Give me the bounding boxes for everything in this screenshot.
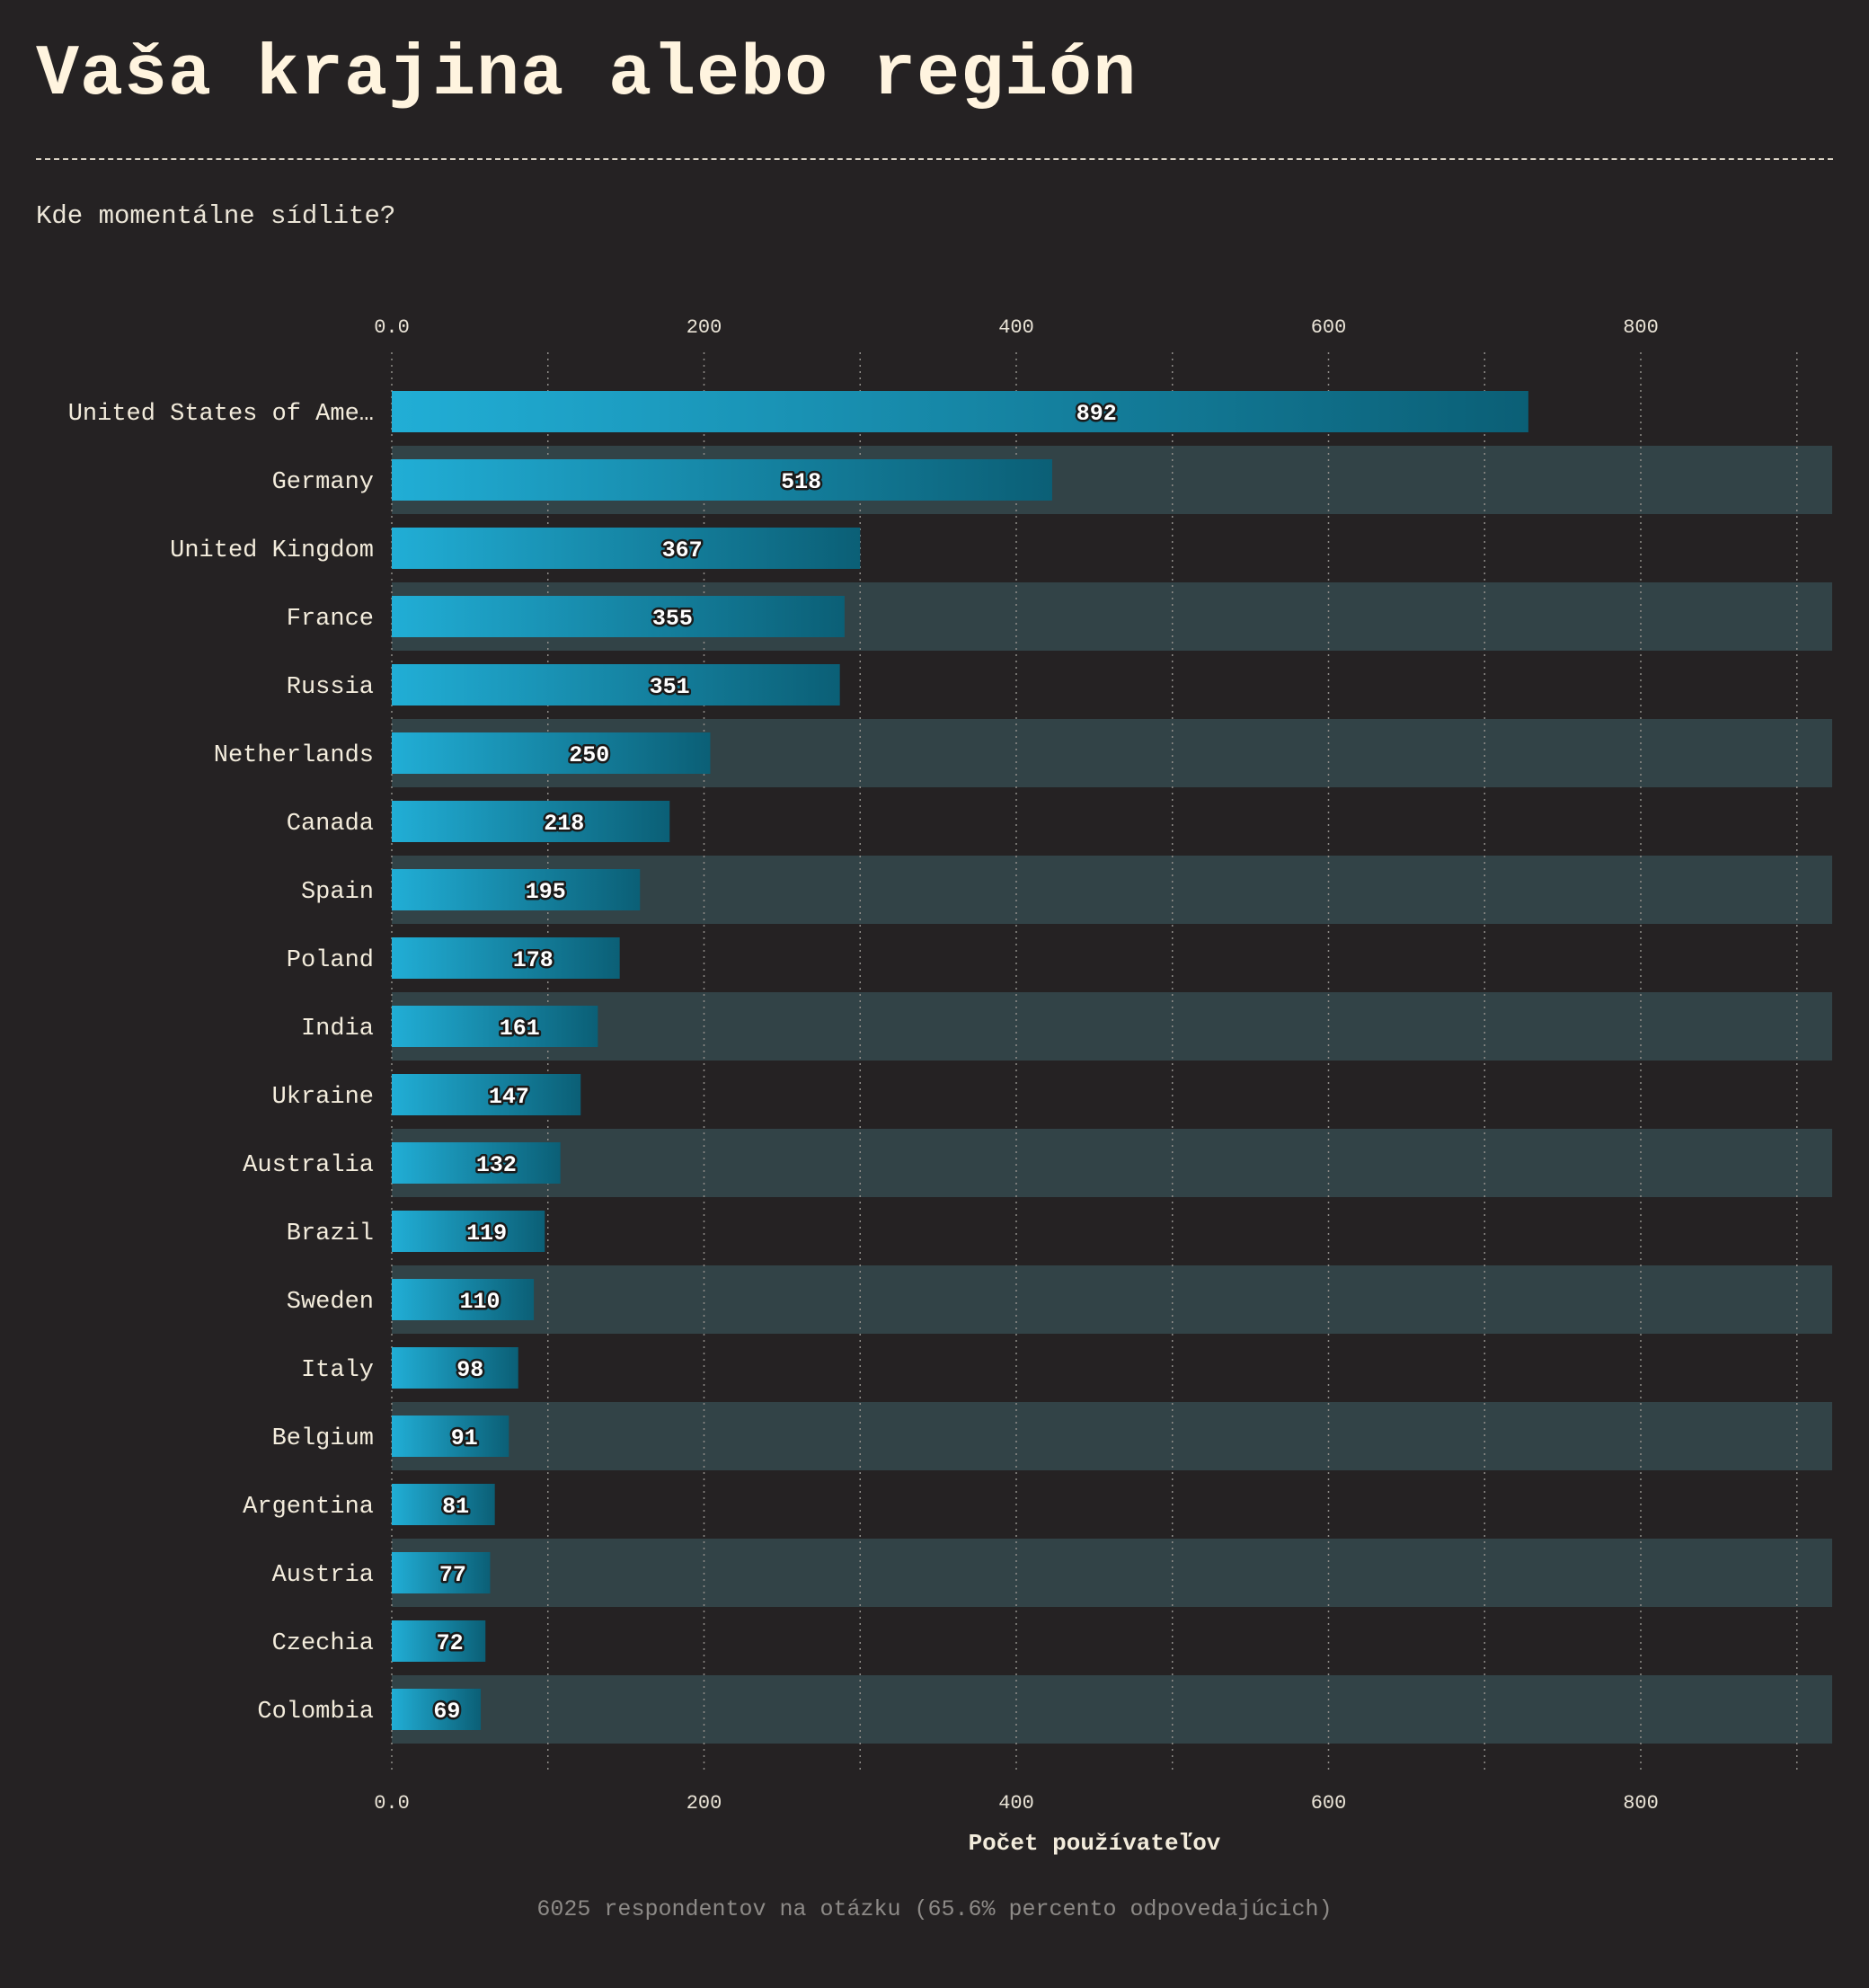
x-tick-label: 0.0 (374, 316, 410, 339)
bar (392, 937, 620, 979)
bar-value-label: 81 (442, 1494, 469, 1520)
bar-value-label: 518 (781, 469, 821, 495)
category-label: Argentina (243, 1494, 374, 1521)
bar (392, 1416, 509, 1457)
bar-value-label: 110 (460, 1289, 500, 1315)
bar-value-label: 91 (451, 1425, 478, 1451)
bar (392, 664, 840, 706)
bar (392, 391, 1528, 432)
bar (392, 869, 641, 910)
bar (392, 732, 711, 774)
x-tick-label: 400 (998, 316, 1034, 339)
bar (392, 1279, 535, 1320)
x-tick-label: 800 (1623, 316, 1659, 339)
bar-value-label: 178 (513, 947, 554, 973)
x-tick-label: 0.0 (374, 1792, 410, 1815)
category-label: United States of Ame… (68, 401, 374, 428)
bar-value-label: 351 (650, 674, 690, 700)
bar-value-label: 250 (569, 742, 609, 768)
bar (392, 596, 845, 637)
category-label: Brazil (287, 1220, 374, 1247)
bar-value-label: 161 (500, 1016, 540, 1042)
bar-value-label: 98 (456, 1357, 483, 1383)
bar-value-label: 147 (489, 1084, 529, 1110)
x-axis-label: Počet používateľov (969, 1830, 1221, 1857)
category-label: Netherlands (214, 742, 374, 769)
x-axis-top: 0.0 200 400 600 800 (374, 316, 1659, 339)
row-stripe (392, 1402, 1832, 1470)
bar (392, 1689, 482, 1730)
category-label: Belgium (272, 1425, 374, 1452)
chart-title: Vaša krajina alebo región (36, 34, 1138, 116)
category-label: United Kingdom (170, 537, 374, 564)
category-label: Sweden (287, 1289, 374, 1316)
category-label: Ukraine (272, 1084, 374, 1111)
category-labels: United States of Ame… Germany United Kingd… (68, 401, 374, 1726)
bar-value-label: 132 (476, 1152, 517, 1178)
bar-value-label: 195 (526, 879, 566, 905)
category-label: Italy (301, 1357, 374, 1384)
bar-value-label: 69 (433, 1699, 460, 1725)
x-tick-label: 400 (998, 1792, 1034, 1815)
bar (392, 1552, 491, 1593)
bar (392, 528, 861, 569)
bar (392, 1484, 495, 1525)
bar (392, 1142, 561, 1184)
row-stripe (392, 992, 1832, 1061)
category-label: Austria (272, 1562, 374, 1589)
x-tick-label: 600 (1311, 316, 1347, 339)
category-label: Spain (301, 879, 374, 906)
title-divider (36, 158, 1833, 160)
bar-value-label: 119 (466, 1220, 507, 1247)
category-label: Czechia (272, 1630, 374, 1657)
bar (392, 801, 670, 842)
x-tick-label: 200 (686, 1792, 722, 1815)
category-label: France (287, 606, 374, 633)
bars: 892 518 367 355 351 250 218 195 178 161 147 132 119 1… (392, 391, 1528, 1730)
category-label: Australia (243, 1152, 374, 1179)
row-stripe (392, 1265, 1832, 1334)
x-axis-bottom: 0.0 200 400 600 800 (374, 1792, 1659, 1815)
x-tick-label: 800 (1623, 1792, 1659, 1815)
bar-value-label: 892 (1076, 401, 1117, 427)
response-note: 6025 respondentov na otázku (65.6% perce… (536, 1896, 1333, 1922)
x-tick-label: 200 (686, 316, 722, 339)
chart-subtitle: Kde momentálne sídlite? (36, 201, 396, 231)
bar (392, 459, 1052, 501)
category-label: India (301, 1016, 374, 1043)
bar (392, 1620, 486, 1662)
bar-value-label: 218 (544, 811, 584, 837)
category-label: Germany (272, 469, 374, 496)
bar-value-label: 77 (439, 1562, 466, 1588)
x-tick-label: 600 (1311, 1792, 1347, 1815)
category-label: Colombia (257, 1699, 374, 1726)
bar-value-label: 355 (652, 606, 693, 632)
row-stripe (392, 1539, 1832, 1607)
category-label: Canada (287, 811, 374, 838)
bar-value-label: 72 (437, 1630, 464, 1656)
category-label: Russia (287, 674, 374, 701)
row-stripes (392, 446, 1832, 1744)
bar (392, 1006, 598, 1047)
row-stripe (392, 1129, 1832, 1197)
bar (392, 1074, 581, 1115)
category-label: Poland (287, 947, 374, 974)
bar (392, 1347, 518, 1389)
bar (392, 1211, 545, 1252)
row-stripe (392, 1675, 1832, 1744)
bar-value-label: 367 (662, 537, 703, 564)
